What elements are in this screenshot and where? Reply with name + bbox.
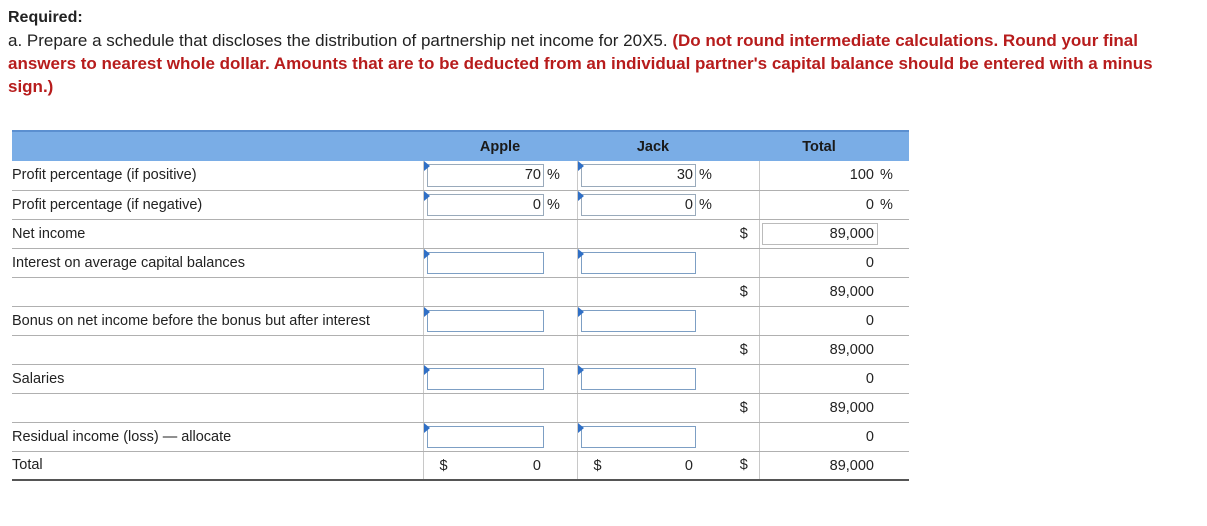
row-subtotal-3: $ 89,000 [12, 393, 909, 423]
row-profit-positive: Profit percentage (if positive) 70 % 30 … [12, 161, 909, 191]
col-header-apple: Apple [423, 130, 577, 161]
percent-sign: % [699, 190, 729, 220]
total-subtotal-2: 89,000 [758, 335, 880, 365]
row-label: Salaries [12, 364, 423, 394]
apple-bonus-input[interactable] [422, 306, 547, 336]
currency-sign: $ [593, 457, 602, 474]
total-total: 89,000 [758, 451, 880, 481]
flag-icon [423, 190, 430, 201]
col-header-jack: Jack [577, 130, 729, 161]
row-label: Profit percentage (if negative) [12, 190, 423, 220]
total-subtotal-3: 89,000 [758, 393, 880, 423]
apple-total: $0 [422, 451, 547, 481]
jack-total: $0 [576, 451, 699, 481]
row-label: Net income [12, 219, 423, 249]
jack-profit-neg-input[interactable]: 0 [576, 190, 699, 220]
instructions: Required: a. Prepare a schedule that dis… [8, 6, 1198, 98]
total-profit-pos: 100 [758, 161, 880, 191]
currency-sign: $ [729, 451, 759, 481]
apple-residual-input[interactable] [422, 422, 547, 452]
flag-icon [577, 161, 584, 171]
header-row: Apple Jack Total [12, 130, 909, 161]
currency-sign: $ [729, 393, 759, 423]
distribution-schedule: Apple Jack Total Profit percentage (if p… [12, 130, 909, 481]
flag-icon [423, 422, 430, 433]
row-subtotal-1: $ 89,000 [12, 277, 909, 307]
total-profit-neg: 0 [758, 190, 880, 220]
flag-icon [577, 248, 584, 259]
jack-interest-input[interactable] [576, 248, 699, 278]
currency-sign: $ [729, 219, 759, 249]
row-label: Interest on average capital balances [12, 248, 423, 278]
row-label: Residual income (loss) — allocate [12, 422, 423, 452]
percent-sign: % [880, 190, 909, 220]
percent-sign: % [547, 161, 577, 191]
row-residual: Residual income (loss) — allocate 0 [12, 422, 909, 452]
currency-sign: $ [729, 277, 759, 307]
flag-icon [423, 306, 430, 317]
jack-residual-input[interactable] [576, 422, 699, 452]
apple-salaries-input[interactable] [422, 364, 547, 394]
flag-icon [577, 422, 584, 433]
flag-icon [577, 306, 584, 317]
flag-icon [577, 364, 584, 375]
row-interest: Interest on average capital balances 0 [12, 248, 909, 278]
row-subtotal-2: $ 89,000 [12, 335, 909, 365]
jack-bonus-input[interactable] [576, 306, 699, 336]
row-label: Profit percentage (if positive) [12, 161, 423, 191]
apple-interest-input[interactable] [422, 248, 547, 278]
required-heading: Required: [8, 9, 83, 26]
total-salaries: 0 [758, 364, 880, 394]
percent-sign: % [699, 161, 729, 191]
part-a-text: a. Prepare a schedule that discloses the… [8, 31, 668, 50]
total-subtotal-1: 89,000 [758, 277, 880, 307]
flag-icon [423, 364, 430, 375]
apple-profit-neg-input[interactable]: 0 [422, 190, 547, 220]
total-residual: 0 [758, 422, 880, 452]
apple-profit-pos-input[interactable]: 70 [422, 161, 547, 191]
currency-sign: $ [439, 457, 448, 474]
row-profit-negative: Profit percentage (if negative) 0 % 0 % … [12, 190, 909, 220]
currency-sign: $ [729, 335, 759, 365]
flag-icon [577, 190, 584, 201]
row-label: Bonus on net income before the bonus but… [12, 306, 423, 336]
flag-icon [423, 248, 430, 259]
flag-icon [423, 161, 430, 171]
row-salaries: Salaries 0 [12, 364, 909, 394]
jack-profit-pos-input[interactable]: 30 [576, 161, 699, 191]
jack-salaries-input[interactable] [576, 364, 699, 394]
total-interest: 0 [758, 248, 880, 278]
row-label: Total [12, 451, 423, 481]
row-bonus: Bonus on net income before the bonus but… [12, 306, 909, 336]
row-total: Total $0 $0 $ 89,000 [12, 451, 909, 481]
instruction-note: (Do not round intermediate calculations.… [8, 31, 1153, 96]
row-net-income: Net income $ 89,000 [12, 219, 909, 249]
total-net-income: 89,000 [758, 219, 880, 249]
percent-sign: % [547, 190, 577, 220]
total-bonus: 0 [758, 306, 880, 336]
percent-sign: % [880, 161, 909, 191]
col-header-total: Total [729, 130, 909, 161]
